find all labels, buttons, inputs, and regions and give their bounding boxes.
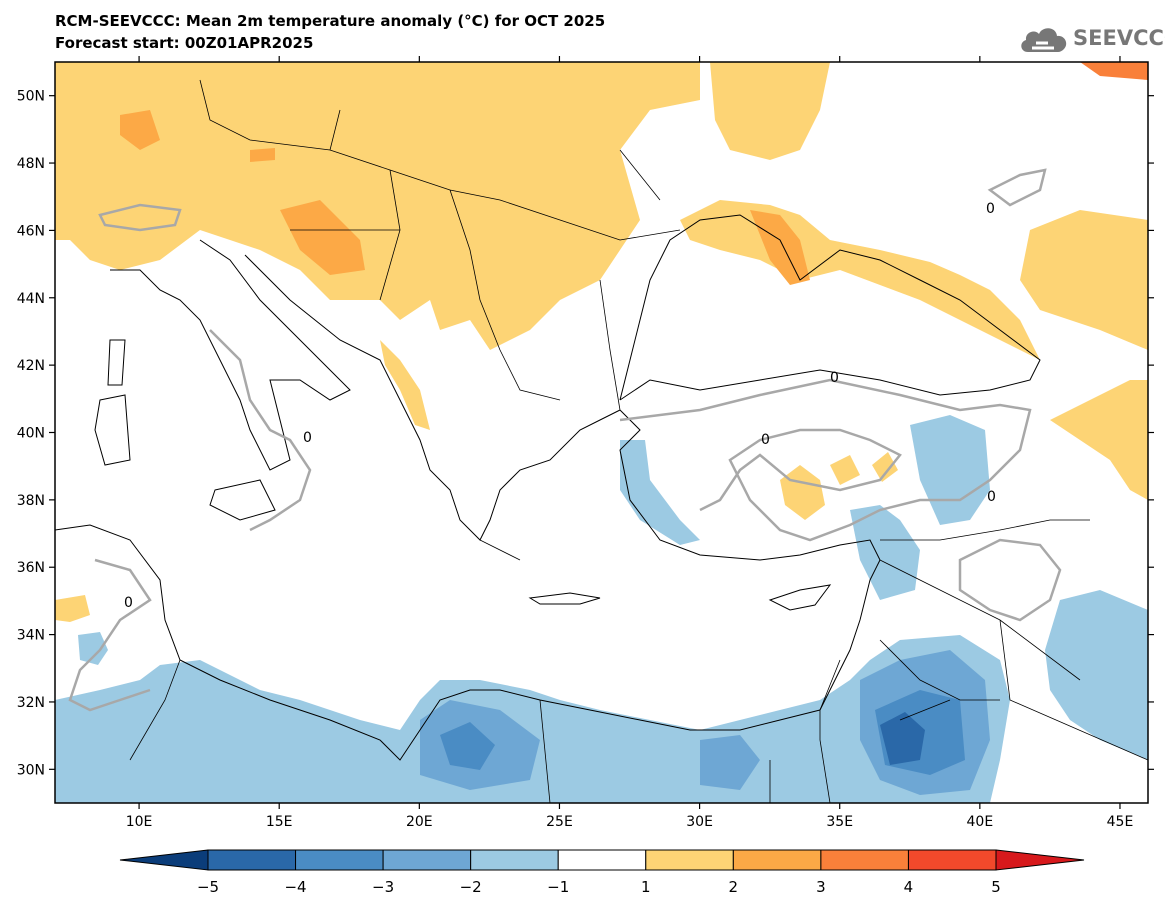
lat-tick-label: 42N [17, 358, 45, 374]
lat-tick-label: 36N [17, 560, 45, 576]
colorbar-min-arrow [120, 850, 208, 870]
colorbar: −5 −4 −3 −2 −1 1 2 3 4 5 [120, 850, 1084, 896]
contour-label: 0 [986, 201, 995, 217]
contour-label: 0 [303, 430, 312, 446]
colorbar-label: −2 [460, 878, 482, 896]
colorbar-label: −1 [547, 878, 569, 896]
colorbar-segment [208, 850, 296, 870]
lat-tick-label: 34N [17, 628, 45, 644]
lat-tick-label: 38N [17, 493, 45, 509]
anomaly-fields [55, 62, 1148, 803]
colorbar-label: −4 [284, 878, 306, 896]
cold-anomaly-arabia [1045, 590, 1148, 760]
contour-label: 0 [987, 489, 996, 505]
zero-contour-italy [210, 330, 310, 530]
lon-tick-label: 40E [967, 814, 994, 830]
hot-anomaly-north-edge [1080, 62, 1148, 80]
colorbar-segment [908, 850, 996, 870]
warm-anomaly-caucasus [1050, 380, 1148, 500]
warm-anomaly-adriatic [380, 340, 430, 430]
colorbar-segment [558, 850, 646, 870]
lon-tick-label: 20E [406, 814, 433, 830]
lon-tick-label: 10E [126, 814, 153, 830]
lon-tick-label: 15E [266, 814, 293, 830]
colorbar-segment [296, 850, 384, 870]
warm-anomaly-2-austria [250, 148, 275, 162]
colorbar-label: 4 [904, 878, 914, 896]
contour-label: 0 [124, 595, 133, 611]
anomaly-map: 0 0 0 0 0 0 30N 32N 34N 36N 38N 40N 42N 44N 46N 4… [0, 0, 1165, 907]
coast-sardinia [95, 395, 130, 465]
warm-anomaly-russia-east [1020, 210, 1148, 350]
warm-anomaly-anatolia-1 [780, 465, 825, 520]
colorbar-label: −5 [197, 878, 219, 896]
lat-tick-label: 44N [17, 291, 45, 307]
colorbar-segment [383, 850, 471, 870]
coast-crete [530, 593, 600, 604]
warm-anomaly-anatolia-3 [872, 452, 898, 482]
zero-contour-russia [990, 170, 1045, 205]
colorbar-label: 3 [816, 878, 826, 896]
contour-label: 0 [761, 432, 770, 448]
lat-tick-label: 32N [17, 695, 45, 711]
contour-label: 0 [830, 370, 839, 386]
colorbar-label: 5 [991, 878, 1001, 896]
colorbar-max-arrow [996, 850, 1084, 870]
coast-corsica [108, 340, 125, 385]
cold-anomaly-turkey-2 [910, 415, 990, 525]
lon-tick-label: 30E [686, 814, 713, 830]
warm-anomaly-anatolia-2 [830, 455, 860, 485]
lon-tick-label: 25E [546, 814, 573, 830]
cold-anomaly-algeria [78, 632, 108, 665]
lon-tick-label: 35E [826, 814, 853, 830]
colorbar-segment [471, 850, 559, 870]
lat-tick-label: 46N [17, 223, 45, 239]
coast-turkey [620, 410, 880, 710]
coast-sicily [210, 480, 275, 520]
lat-tick-label: 40N [17, 426, 45, 442]
warm-anomaly-tunisia [55, 595, 90, 622]
lat-tick-label: 50N [17, 89, 45, 105]
colorbar-label: 2 [729, 878, 739, 896]
warm-anomaly-black-sea-coast [680, 200, 1040, 360]
coast-cyprus [770, 585, 830, 610]
colorbar-label: −3 [372, 878, 394, 896]
cold-anomaly-turkey-1 [620, 440, 700, 545]
colorbar-segment [646, 850, 734, 870]
lon-tick-label: 45E [1107, 814, 1134, 830]
warm-anomaly-ukraine [710, 62, 830, 160]
zero-contour-arabia [960, 540, 1060, 620]
colorbar-label: 1 [641, 878, 651, 896]
lat-tick-label: 48N [17, 156, 45, 172]
lat-tick-label: 30N [17, 762, 45, 778]
colorbar-segment [733, 850, 821, 870]
colorbar-segment [821, 850, 909, 870]
